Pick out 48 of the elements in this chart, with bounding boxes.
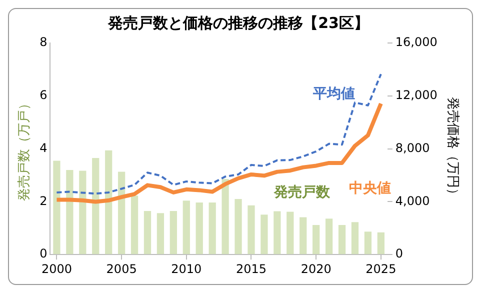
- bar: [286, 212, 294, 254]
- bar: [105, 150, 112, 254]
- bar: [130, 196, 138, 254]
- bar: [300, 217, 307, 254]
- series-label: 発売戸数: [273, 184, 332, 200]
- bar: [53, 160, 60, 254]
- bar: [260, 214, 268, 254]
- bar: [156, 213, 164, 254]
- bar: [79, 170, 86, 254]
- y2-tick-label: 12,000: [395, 88, 438, 102]
- y-tick-label: 6: [40, 88, 48, 102]
- bar: [274, 211, 281, 254]
- bar: [118, 172, 126, 254]
- bar: [312, 224, 320, 254]
- bar: [248, 205, 255, 254]
- y2-tick-label: 0: [395, 246, 404, 261]
- y-tick-label: 2: [40, 194, 48, 208]
- bar: [222, 178, 229, 254]
- y2-tick-label: 4,000: [395, 194, 430, 208]
- x-tick-label: 2005: [106, 262, 137, 276]
- y-tick-label: 0: [40, 246, 48, 261]
- x-tick-label: 2020: [300, 262, 332, 276]
- x-tick-label: 2010: [171, 262, 202, 276]
- bar: [196, 202, 203, 254]
- bar: [208, 202, 216, 254]
- bar: [182, 200, 190, 254]
- x-tick-label: 2025: [366, 262, 396, 276]
- series-label: 中央値: [349, 180, 392, 197]
- series-label: 平均値: [312, 86, 356, 102]
- bar: [92, 158, 100, 254]
- bar: [377, 232, 384, 254]
- y-tick-label: 4: [40, 140, 48, 155]
- bar: [351, 222, 359, 254]
- y-axis-title: 発売戸数（万戸）: [17, 96, 32, 201]
- y2-axis-title: 発売価格（万円）: [444, 96, 460, 201]
- chart-title: 発売戸数と価格の推移の推移【23区】: [107, 14, 369, 32]
- bar: [234, 199, 242, 254]
- y-tick-label: 8: [40, 35, 48, 50]
- y2-tick-label: 8,000: [395, 140, 430, 155]
- bar: [144, 210, 152, 254]
- bar: [170, 210, 177, 254]
- bar: [338, 224, 346, 254]
- bar: [66, 170, 74, 254]
- x-tick-label: 2000: [41, 262, 72, 276]
- bar: [364, 232, 372, 254]
- bar: [325, 218, 333, 254]
- x-tick-label: 2015: [236, 262, 267, 276]
- y2-tick-label: 16,000: [395, 35, 438, 50]
